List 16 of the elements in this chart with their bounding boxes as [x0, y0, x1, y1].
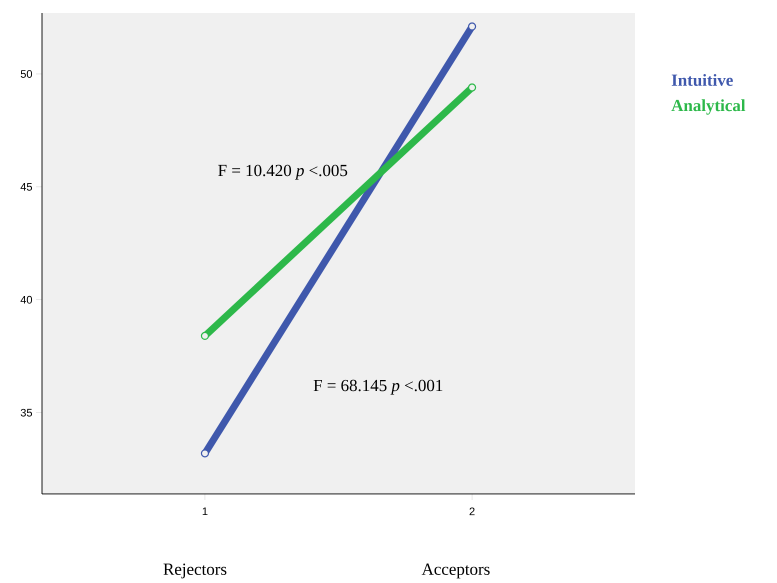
y-tick-label: 50	[20, 70, 32, 78]
annotation: F = 10.420 p <.005	[218, 164, 348, 180]
point	[468, 83, 476, 92]
x-tick-label: 1	[202, 508, 208, 516]
text: Acceptors	[422, 564, 490, 578]
text: Intuitive	[672, 74, 733, 86]
text: Rejectors	[164, 564, 226, 578]
annotation: F = 68.145 p <.001	[314, 380, 442, 395]
x-tick-label: 2	[470, 508, 475, 516]
y-tick-label: 40	[20, 296, 32, 304]
point	[468, 22, 476, 31]
y-tick-label: 35	[20, 408, 32, 417]
text: Analytical	[671, 99, 746, 115]
point	[200, 332, 210, 340]
point	[200, 449, 210, 458]
y-tick-label: 45	[20, 183, 32, 191]
